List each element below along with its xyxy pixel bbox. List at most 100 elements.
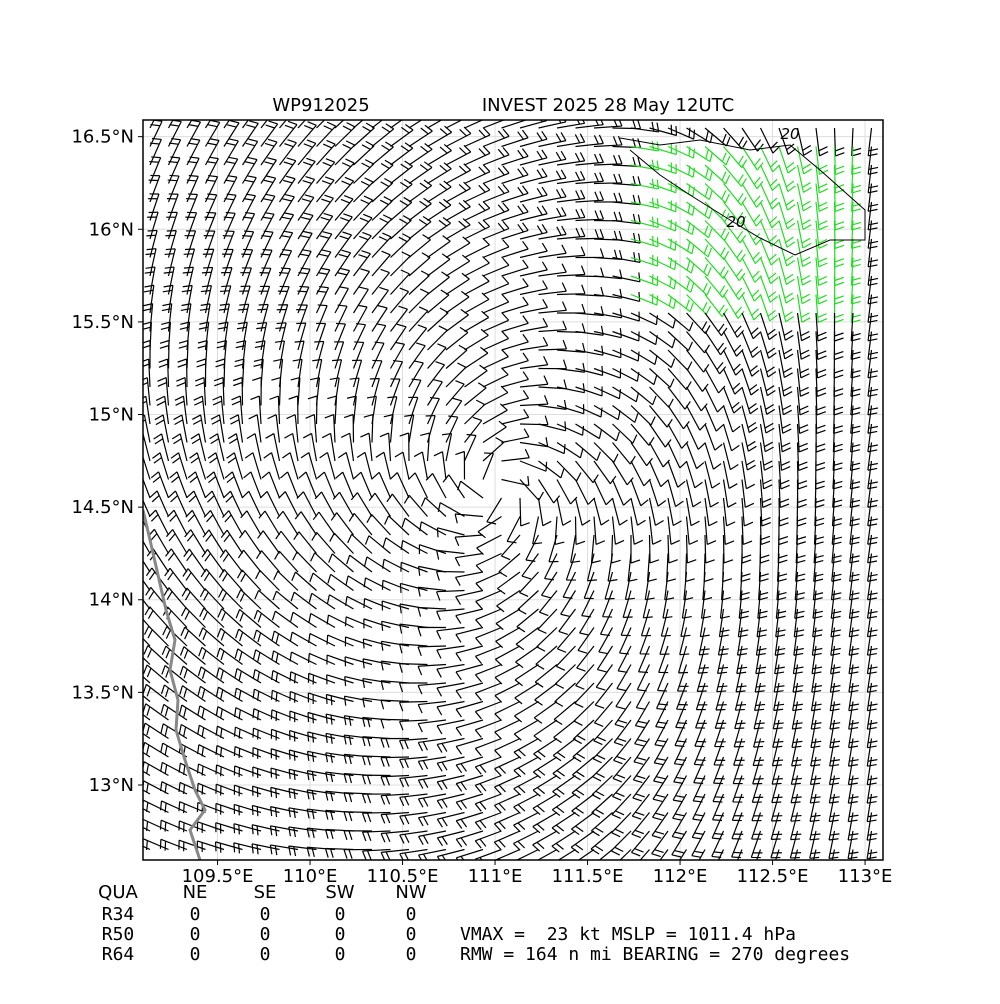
x-tick-label: 111.5°E (552, 866, 624, 887)
wind-barb (155, 395, 170, 425)
wind-barb (278, 193, 295, 221)
wind-barb (828, 756, 840, 786)
wind-barb (593, 269, 623, 280)
wind-barb (253, 629, 280, 647)
wind-barb (371, 232, 392, 258)
wind-barb (536, 627, 558, 652)
wind-barb (334, 286, 349, 314)
wind-barb (851, 146, 862, 176)
wind-barb (519, 224, 548, 240)
wind-barb (259, 490, 281, 517)
wind-barb (796, 294, 811, 323)
wind-barb (850, 849, 854, 860)
wind-barb (380, 640, 410, 651)
wind-barb (361, 811, 391, 823)
wind-barb (332, 491, 355, 517)
wind-barb (571, 793, 595, 817)
wind-barb (197, 685, 225, 703)
wind-barb (501, 240, 529, 259)
wind-barb (353, 177, 374, 203)
wind-barb (375, 451, 392, 480)
wind-barb (572, 719, 595, 745)
wind-barb (381, 579, 410, 592)
wind-barb (685, 423, 706, 450)
wind-barb (849, 553, 860, 582)
wind-barb (297, 120, 307, 129)
wind-barb (611, 516, 625, 545)
wind-barb (220, 285, 232, 314)
wind-barb (215, 802, 243, 815)
wind-barb (482, 147, 510, 166)
wind-barb (274, 340, 286, 369)
wind-barb (325, 693, 354, 706)
wind-barb (271, 630, 299, 647)
wind-barb (533, 719, 558, 743)
wind-barb (399, 830, 428, 844)
wind-barb (667, 442, 688, 469)
wind-barb (233, 842, 262, 854)
wind-barb (270, 806, 299, 818)
wind-barb (362, 677, 391, 689)
wind-barb (185, 211, 198, 240)
wind-barb (445, 308, 469, 332)
wind-barb (390, 251, 411, 277)
wind-barb (796, 368, 810, 397)
wind-barb (851, 164, 862, 194)
wind-barb (676, 682, 688, 711)
wind-barbs (143, 120, 879, 860)
wind-barb (234, 687, 262, 703)
wind-barb (149, 490, 170, 517)
wind-barb (300, 452, 318, 480)
wind-barb (403, 494, 428, 517)
wind-barb (590, 534, 601, 564)
wind-barb (315, 285, 330, 314)
wind-barb (811, 645, 823, 675)
wind-barb (349, 377, 360, 406)
wind-barb (514, 700, 539, 723)
wind-barb (741, 497, 754, 527)
wind-barb (848, 664, 860, 693)
wind-barb (455, 645, 484, 662)
wind-barb (167, 509, 188, 536)
wind-barb (848, 571, 860, 601)
wind-barb (408, 472, 429, 499)
wind-barb (847, 793, 859, 823)
wind-barb (399, 756, 428, 769)
wind-barb (553, 719, 576, 744)
wind-barb (482, 349, 509, 370)
wind-barb (501, 428, 530, 444)
wind-barb (334, 195, 354, 221)
wind-barb (233, 784, 262, 797)
wind-barb (867, 183, 879, 212)
wind-barb (278, 491, 299, 517)
wind-barb (427, 180, 452, 203)
wind-barb (579, 608, 595, 636)
wind-barb (363, 577, 391, 592)
info-line: RMW = 164 n mi BEARING = 270 degrees (460, 944, 850, 965)
wind-barb (482, 165, 510, 185)
wind-barb (455, 811, 484, 829)
wind-barb (611, 775, 632, 801)
title-right: INVEST 2025 28 May 12UTC (482, 95, 734, 116)
wind-barb (162, 284, 174, 314)
wind-barb (759, 423, 774, 453)
wind-barb (532, 774, 558, 797)
wind-barb (847, 756, 859, 786)
wind-barb (773, 664, 785, 693)
wind-barb (667, 534, 678, 564)
wind-barb (532, 793, 558, 815)
wind-barb (427, 361, 446, 388)
wind-barb (297, 175, 316, 203)
wind-barb (259, 267, 272, 295)
wind-barb (501, 448, 530, 462)
wind-barb (517, 590, 539, 615)
wind-barb (241, 230, 255, 258)
wind-barb (667, 127, 696, 140)
wind-barb (649, 349, 676, 368)
wind-barb (630, 178, 660, 190)
wind-barb (256, 321, 268, 351)
wind-barb (260, 120, 268, 129)
wind-barb (143, 395, 151, 425)
wind-barb (427, 198, 452, 222)
